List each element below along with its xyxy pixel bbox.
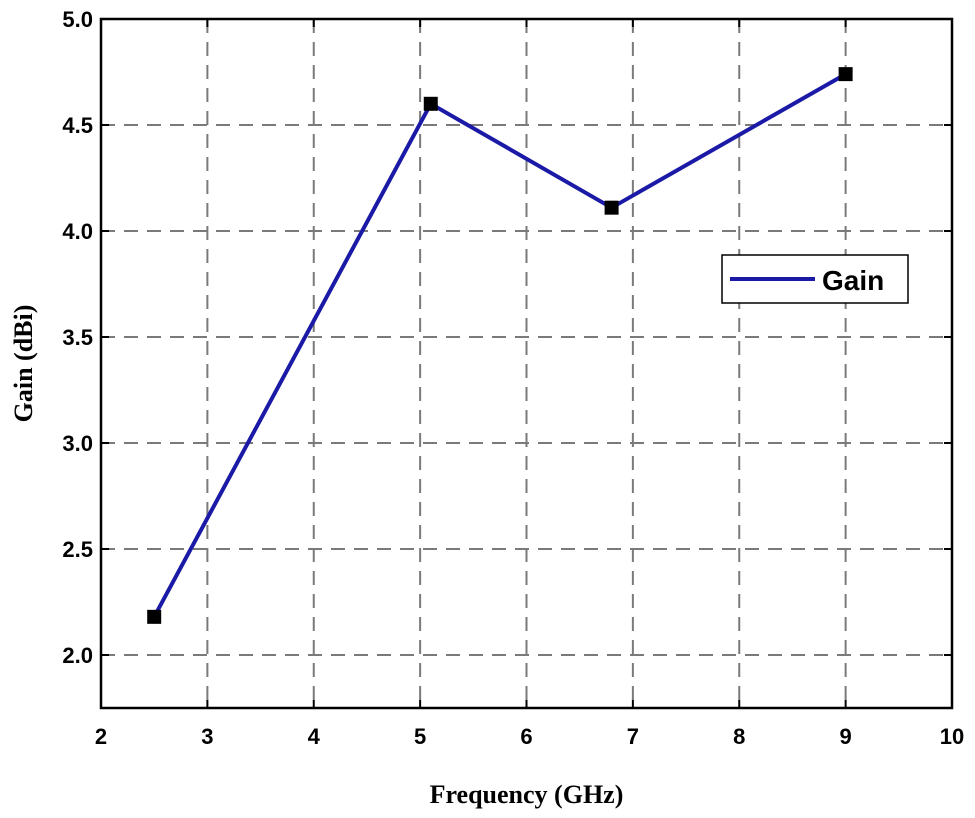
axis-ticks: 2 3 4 5 6 7 8 9 10 2.0 2.5 3.0 3.5 4.0 4.5 5.0 <box>62 7 964 749</box>
data-point-marker <box>423 96 438 111</box>
data-point-marker <box>147 609 162 624</box>
y-axis-title: Gain (dBi) <box>9 305 38 423</box>
y-tick-label: 3.0 <box>62 431 93 456</box>
y-tick-label: 2.5 <box>62 537 93 562</box>
legend: Gain <box>721 254 909 304</box>
data-point-marker <box>604 200 619 215</box>
grid <box>101 19 952 708</box>
y-tick-label: 4.5 <box>62 113 93 138</box>
data-point-marker <box>838 67 853 82</box>
x-tick-label: 9 <box>840 724 852 749</box>
series-layer <box>147 67 853 624</box>
y-tick-label: 3.5 <box>62 325 93 350</box>
y-tick-label: 4.0 <box>62 219 93 244</box>
series-line-gain <box>152 72 847 618</box>
y-tick-label: 5.0 <box>62 7 93 32</box>
legend-label-gain: Gain <box>822 265 884 296</box>
x-axis-title: Frequency (GHz) <box>430 780 624 809</box>
x-tick-label: 10 <box>940 724 964 749</box>
x-tick-label: 5 <box>414 724 426 749</box>
x-tick-label: 8 <box>733 724 745 749</box>
x-tick-label: 2 <box>95 724 107 749</box>
x-tick-label: 3 <box>201 724 213 749</box>
x-tick-label: 7 <box>627 724 639 749</box>
y-tick-label: 2.0 <box>62 643 93 668</box>
x-tick-label: 6 <box>520 724 532 749</box>
x-tick-label: 4 <box>308 724 321 749</box>
